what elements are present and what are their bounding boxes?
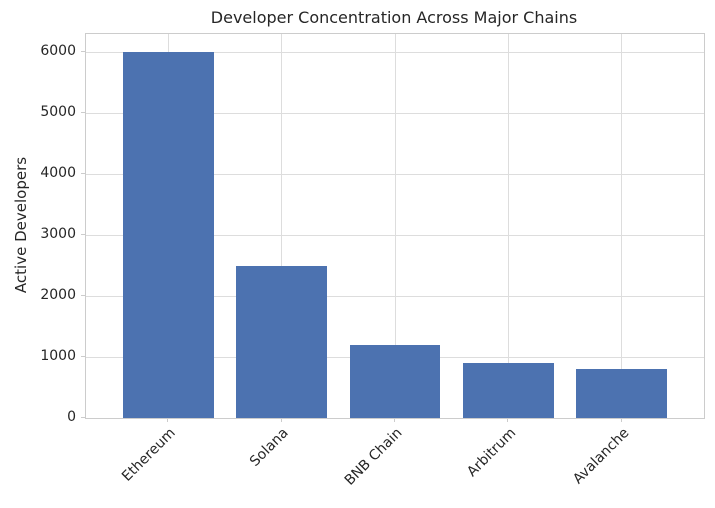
y-tick-label: 0 xyxy=(67,409,76,425)
y-tick-mark xyxy=(81,356,85,358)
gridline-vertical xyxy=(394,34,396,418)
bar-avalanche xyxy=(576,369,668,418)
x-tick-label-avalanche: Avalanche xyxy=(569,425,633,488)
x-tick-mark xyxy=(280,418,282,422)
x-tick-mark xyxy=(167,418,169,422)
y-tick-mark xyxy=(81,234,85,236)
bar-ethereum xyxy=(122,52,214,418)
bar-bnb-chain xyxy=(349,344,441,418)
gridline-vertical xyxy=(281,34,283,418)
x-tick-mark xyxy=(620,418,622,422)
gridline-vertical xyxy=(621,34,623,418)
y-tick-label: 3000 xyxy=(40,226,76,243)
y-tick-label: 4000 xyxy=(40,165,76,182)
y-tick-label: 5000 xyxy=(40,104,76,121)
y-tick-mark xyxy=(81,295,85,297)
x-tick-label-bnb-chain: BNB Chain xyxy=(341,425,406,489)
plot-area xyxy=(85,33,705,419)
y-tick-mark xyxy=(81,112,85,114)
y-tick-mark xyxy=(81,173,85,175)
bar-arbitrum xyxy=(463,363,554,418)
x-tick-label-ethereum: Ethereum xyxy=(118,425,179,485)
y-tick-label: 6000 xyxy=(40,43,76,60)
x-tick-mark xyxy=(507,418,509,422)
x-tick-label-arbitrum: Arbitrum xyxy=(463,425,519,481)
gridline-vertical xyxy=(507,34,509,418)
y-tick-label: 1000 xyxy=(40,348,76,365)
x-tick-label-solana: Solana xyxy=(247,425,292,470)
x-tick-mark xyxy=(394,418,395,422)
y-tick-label: 2000 xyxy=(40,287,76,304)
bar-solana xyxy=(236,265,327,418)
y-tick-mark xyxy=(81,417,85,418)
y-tick-mark xyxy=(81,51,85,53)
chart-title: Developer Concentration Across Major Cha… xyxy=(210,8,578,27)
